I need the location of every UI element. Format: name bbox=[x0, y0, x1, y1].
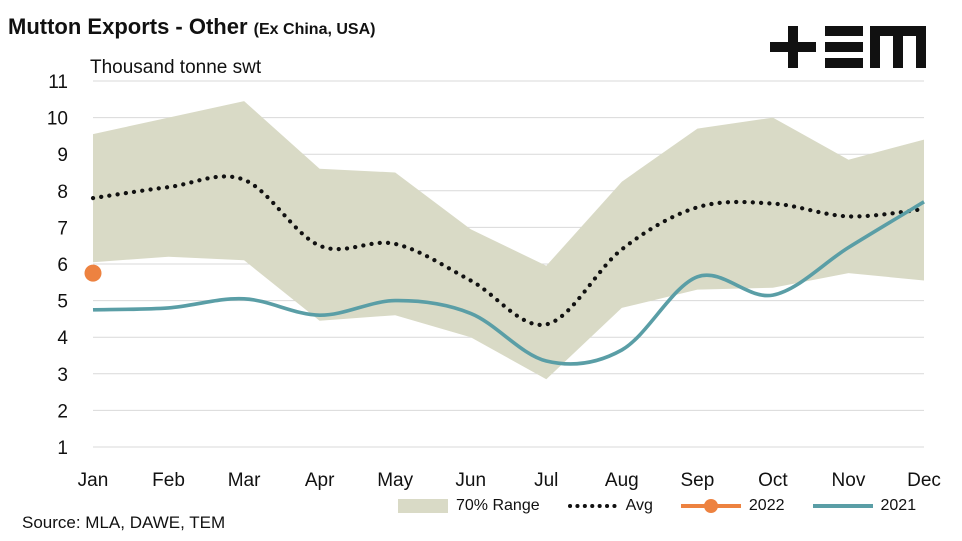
series-2022-point bbox=[84, 264, 102, 282]
avg-line bbox=[90, 174, 927, 327]
x-tick-label: Oct bbox=[758, 470, 788, 491]
title-main: Mutton Exports - Other bbox=[8, 14, 248, 39]
x-tick-label: Aug bbox=[605, 470, 639, 491]
y-tick-label: 7 bbox=[57, 218, 68, 239]
tem-logo bbox=[770, 26, 926, 68]
legend-item-range: 70% Range bbox=[396, 497, 540, 515]
x-tick-label: Jan bbox=[78, 470, 109, 491]
title-subtitle: (Ex China, USA) bbox=[253, 21, 376, 38]
legend-label-range: 70% Range bbox=[456, 497, 540, 514]
y-tick-label: 3 bbox=[57, 365, 68, 386]
legend-label-2022: 2022 bbox=[748, 497, 785, 514]
source-note: Source: MLA, DAWE, TEM bbox=[22, 513, 226, 532]
x-tick-label: Feb bbox=[152, 470, 185, 491]
range-band bbox=[93, 101, 924, 380]
y-tick-label: 1 bbox=[57, 438, 68, 459]
x-tick-label: Nov bbox=[832, 470, 866, 491]
legend-swatch-2021 bbox=[812, 504, 873, 508]
x-tick-label: Dec bbox=[907, 470, 941, 491]
legend-label-2021: 2021 bbox=[880, 497, 917, 514]
y-tick-label: 8 bbox=[57, 182, 68, 203]
x-tick-label: Jun bbox=[455, 470, 486, 491]
legend: 70% Range Avg 2022 2021 bbox=[396, 494, 942, 518]
chart-title: Mutton Exports - Other (Ex China, USA) bbox=[8, 14, 375, 40]
y-axis-unit-label: Thousand tonne swt bbox=[90, 57, 262, 78]
y-tick-label: 6 bbox=[57, 255, 68, 276]
series-2021-line bbox=[92, 200, 925, 366]
legend-item-2021: 2021 bbox=[811, 497, 917, 515]
x-tick-label: Apr bbox=[305, 470, 335, 491]
y-tick-label: 4 bbox=[57, 328, 68, 349]
x-tick-label: May bbox=[377, 470, 413, 491]
y-tick-label: 10 bbox=[47, 109, 68, 130]
legend-swatch-2022 bbox=[680, 499, 741, 513]
legend-swatch-avg bbox=[567, 504, 618, 508]
x-tick-label: Mar bbox=[228, 470, 261, 491]
y-axis: 1 2 3 4 5 6 7 8 9 10 11 bbox=[47, 72, 69, 459]
y-tick-label: 5 bbox=[57, 292, 68, 313]
y-tick-label: 11 bbox=[48, 72, 68, 93]
x-tick-label: Jul bbox=[534, 470, 558, 491]
y-tick-label: 9 bbox=[57, 145, 68, 166]
line-layer bbox=[84, 174, 927, 366]
range-band-layer bbox=[93, 101, 924, 380]
y-tick-label: 2 bbox=[57, 401, 68, 422]
legend-swatch-range bbox=[398, 499, 448, 513]
x-tick-label: Sep bbox=[680, 470, 714, 491]
legend-label-avg: Avg bbox=[625, 497, 653, 514]
legend-item-2022: 2022 bbox=[679, 497, 785, 515]
x-axis: Jan Feb Mar Apr May Jun Jul Aug Sep Oct Nov Dec bbox=[78, 470, 941, 491]
legend-item-avg: Avg bbox=[566, 497, 653, 515]
